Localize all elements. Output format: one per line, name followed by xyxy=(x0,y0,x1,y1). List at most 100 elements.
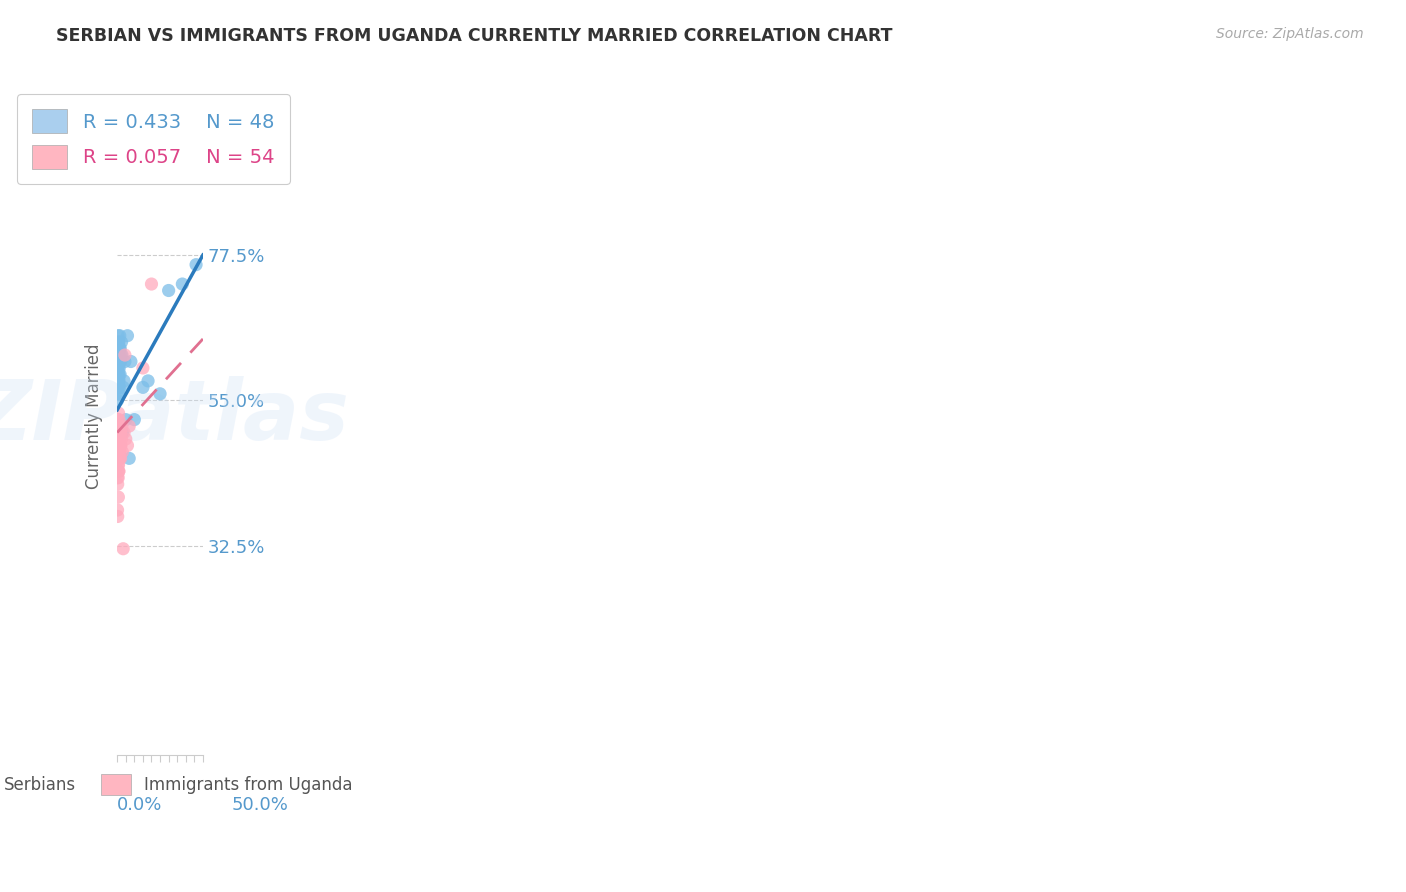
Point xyxy=(108,419,131,434)
Point xyxy=(107,425,129,440)
Point xyxy=(107,374,129,388)
Point xyxy=(110,438,132,452)
Text: 50.0%: 50.0% xyxy=(232,796,288,814)
Point xyxy=(107,335,129,350)
Point xyxy=(110,354,132,368)
Point xyxy=(117,438,139,452)
Point xyxy=(108,374,131,388)
Point xyxy=(105,412,128,426)
Point xyxy=(107,425,129,440)
Point xyxy=(107,406,129,420)
Point xyxy=(108,342,131,356)
Point xyxy=(105,471,128,485)
Point xyxy=(112,425,135,440)
Point xyxy=(114,412,136,426)
Point xyxy=(107,348,129,362)
Point xyxy=(108,445,131,459)
Point xyxy=(108,348,131,362)
Point xyxy=(108,380,131,394)
Point xyxy=(107,328,129,343)
Point xyxy=(107,451,129,466)
Point xyxy=(108,425,131,440)
Point xyxy=(107,438,129,452)
Point xyxy=(108,432,131,446)
Text: ZIPatlas: ZIPatlas xyxy=(0,376,349,457)
Point xyxy=(107,342,129,356)
Point xyxy=(112,541,135,556)
Point xyxy=(107,438,129,452)
Text: Source: ZipAtlas.com: Source: ZipAtlas.com xyxy=(1216,27,1364,41)
Point xyxy=(107,471,129,485)
Point xyxy=(110,342,132,356)
Point xyxy=(107,348,129,362)
Point xyxy=(114,348,136,362)
Point xyxy=(107,432,129,446)
Point xyxy=(107,393,129,408)
Text: SERBIAN VS IMMIGRANTS FROM UGANDA CURRENTLY MARRIED CORRELATION CHART: SERBIAN VS IMMIGRANTS FROM UGANDA CURREN… xyxy=(56,27,893,45)
Text: 0.0%: 0.0% xyxy=(117,796,163,814)
Point xyxy=(120,354,142,368)
Point xyxy=(111,348,134,362)
Point xyxy=(132,361,155,376)
Point xyxy=(108,464,131,478)
Point xyxy=(107,464,129,478)
Point xyxy=(108,451,131,466)
Point xyxy=(114,432,136,446)
Y-axis label: Currently Married: Currently Married xyxy=(86,343,103,489)
Point xyxy=(107,425,129,440)
Point xyxy=(136,374,159,388)
Point xyxy=(108,419,131,434)
Point xyxy=(107,445,129,459)
Point xyxy=(118,451,141,466)
Point xyxy=(108,368,131,382)
Point xyxy=(110,438,132,452)
Point xyxy=(107,386,129,401)
Point xyxy=(172,277,194,291)
Point xyxy=(108,335,131,350)
Point xyxy=(111,419,134,434)
Point xyxy=(107,380,129,394)
Point xyxy=(107,503,129,517)
Point xyxy=(111,425,134,440)
Point xyxy=(107,374,129,388)
Point xyxy=(107,425,129,440)
Point xyxy=(107,451,129,466)
Point xyxy=(108,368,131,382)
Point xyxy=(127,161,149,175)
Point xyxy=(107,412,129,426)
Point xyxy=(107,464,129,478)
Point xyxy=(112,374,135,388)
Point xyxy=(118,419,141,434)
Point xyxy=(110,425,132,440)
Point xyxy=(107,490,129,504)
Point xyxy=(108,451,131,466)
Point xyxy=(157,284,180,298)
Point xyxy=(107,361,129,376)
Point xyxy=(132,380,155,394)
Point xyxy=(108,412,131,426)
Point xyxy=(107,425,129,440)
Point xyxy=(107,386,129,401)
Point xyxy=(108,361,131,376)
Point xyxy=(117,328,139,343)
Point xyxy=(107,380,129,394)
Point xyxy=(105,425,128,440)
Point xyxy=(124,412,146,426)
Point xyxy=(107,509,129,524)
Point xyxy=(108,438,131,452)
Point xyxy=(110,348,132,362)
Point xyxy=(108,445,131,459)
Point xyxy=(110,451,132,466)
Point xyxy=(108,328,131,343)
Point xyxy=(149,386,172,401)
Point xyxy=(108,445,131,459)
Point xyxy=(107,458,129,472)
Point xyxy=(107,477,129,491)
Point xyxy=(110,425,132,440)
Point xyxy=(107,361,129,376)
Point xyxy=(107,354,129,368)
Point xyxy=(111,445,134,459)
Point xyxy=(114,354,136,368)
Legend: Serbians, Immigrants from Uganda: Serbians, Immigrants from Uganda xyxy=(0,768,360,801)
Point xyxy=(107,458,129,472)
